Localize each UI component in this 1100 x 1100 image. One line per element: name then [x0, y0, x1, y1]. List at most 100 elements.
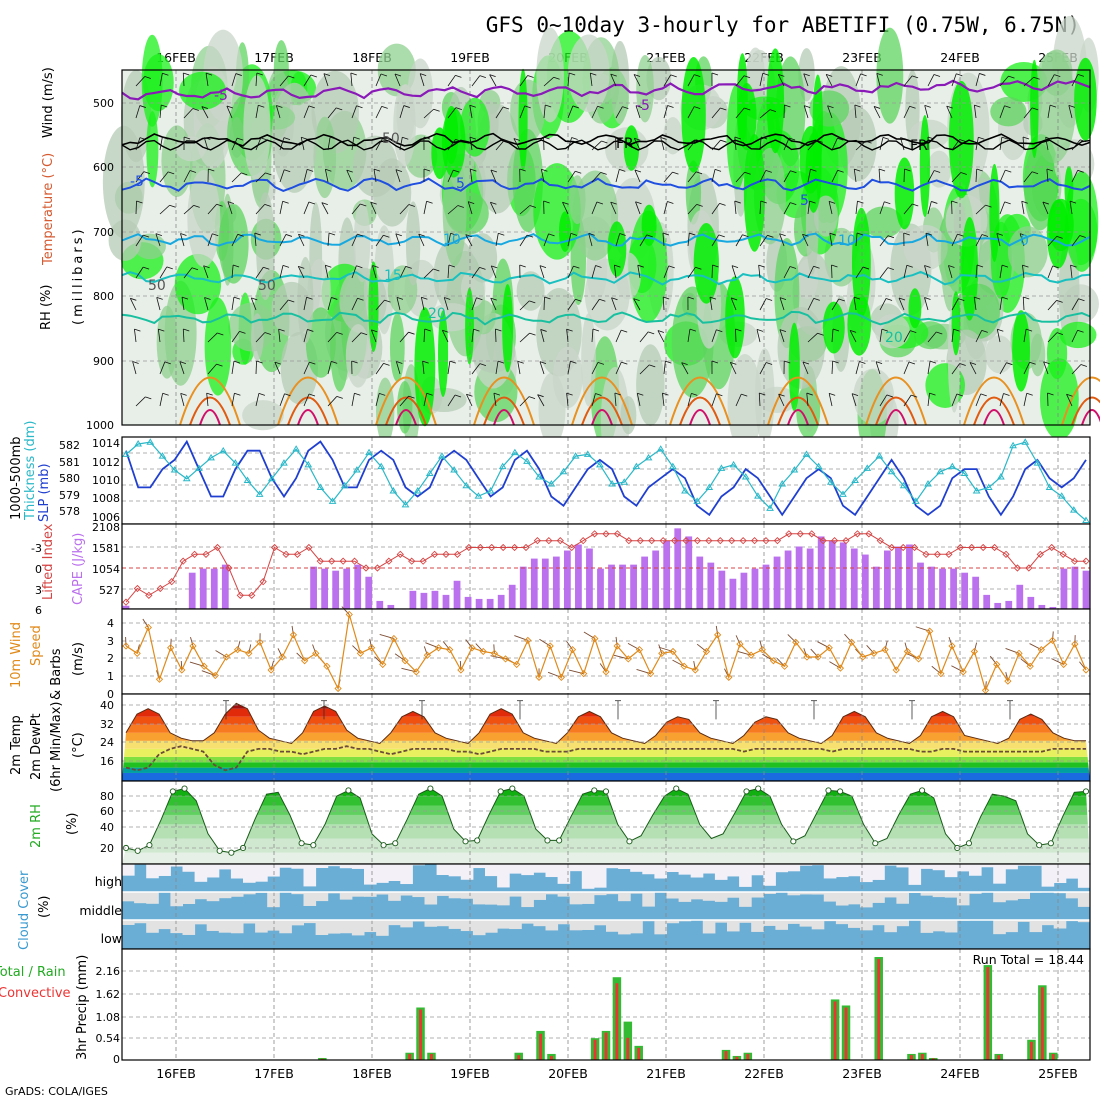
wind-barb — [882, 136, 890, 140]
wind-barb — [575, 298, 582, 302]
wind-barb — [497, 360, 505, 364]
wind-barb — [206, 392, 213, 396]
lifted-index-point — [773, 537, 782, 545]
wind-barb — [610, 201, 617, 215]
temperature-contour — [121, 177, 1091, 192]
wind-barb — [898, 297, 905, 311]
cloud-clear — [497, 920, 510, 929]
cloud-clear — [400, 864, 413, 885]
wind-barb — [258, 392, 266, 396]
wind-barb — [1023, 329, 1027, 343]
wind-barb — [169, 204, 176, 208]
wind-barb — [426, 392, 433, 396]
warm-contour — [1081, 409, 1100, 426]
wind-barb — [735, 75, 745, 87]
wind-barb — [711, 234, 720, 247]
wind-barb — [353, 136, 360, 140]
wind-barb — [1022, 264, 1029, 268]
rh-shading — [243, 75, 271, 181]
wind-barb — [975, 234, 983, 247]
svg-text:1000-500mb: 1000-500mb — [9, 436, 24, 520]
wind-barb — [759, 170, 767, 183]
precip-convective-bar — [604, 1032, 608, 1060]
cloud-clear — [351, 864, 365, 869]
wind-barb — [927, 361, 931, 375]
wind-barb — [426, 200, 433, 204]
lifted-index-point — [910, 543, 919, 552]
wind-barb — [351, 137, 355, 151]
wind-barb — [802, 234, 809, 247]
wind-barb — [373, 168, 381, 172]
rh-high-shading — [894, 157, 915, 230]
wind-barb — [469, 104, 476, 108]
svg-text:1.62: 1.62 — [96, 988, 121, 1001]
precip-panel — [121, 948, 1091, 1061]
wind-barb — [331, 297, 338, 300]
wind-speed-point — [1037, 646, 1045, 654]
rh-shading — [305, 307, 336, 378]
wind-speed-point — [993, 660, 1001, 669]
wind-barb — [1043, 361, 1049, 375]
wind-barb — [936, 331, 943, 335]
cloud-clear — [860, 920, 873, 931]
lifted-index-point — [442, 550, 450, 558]
wind-barb — [951, 172, 962, 183]
wind-barb — [951, 298, 959, 311]
wind-barb — [142, 234, 150, 238]
cloud-clear — [1029, 920, 1043, 933]
temp-band — [122, 767, 1090, 773]
wind-barb — [802, 233, 809, 237]
thickness-point — [425, 469, 434, 477]
cloud-clear — [666, 864, 680, 873]
run-total-text: Run Total = 18.44 — [973, 952, 1084, 967]
wind-barb — [1008, 75, 1015, 79]
thickness-slp-panel — [121, 436, 1091, 525]
svg-text:Lifted Index: Lifted Index — [41, 523, 56, 600]
wind-barb — [279, 265, 284, 279]
cloud-clear — [981, 864, 994, 868]
rh-shading — [853, 368, 895, 425]
thickness-point — [997, 473, 1005, 480]
cloud-clear — [557, 920, 571, 925]
wind-barb — [765, 169, 772, 173]
wind-barb — [379, 393, 386, 396]
cape-bar — [784, 550, 792, 609]
lifted-index-point — [796, 530, 804, 538]
thickness-point — [681, 486, 689, 494]
wind-barb — [591, 172, 601, 183]
wind-barb — [301, 136, 308, 140]
cloud-clear — [364, 864, 377, 885]
svg-text:-3: -3 — [31, 542, 42, 555]
wind-barb — [279, 201, 284, 215]
lifted-index-point — [819, 537, 827, 545]
cape-lifted-index-panel — [121, 523, 1091, 610]
cloud-clear — [146, 892, 159, 904]
wind-barb — [519, 168, 526, 172]
cloud-clear — [835, 892, 849, 906]
cloud-clear — [702, 892, 716, 901]
wind-barb — [658, 644, 663, 654]
contour-label: 50 — [148, 278, 166, 294]
lifted-index-point — [156, 584, 164, 593]
wind-barb — [517, 360, 524, 364]
wind-barb — [777, 74, 785, 87]
wind-barb — [778, 394, 785, 407]
cloud-clear — [666, 892, 680, 899]
wind-barb — [996, 233, 1001, 247]
wind-barb — [537, 394, 545, 407]
wind-barb — [255, 332, 266, 343]
wind-barb — [875, 361, 883, 364]
svg-text:1014: 1014 — [92, 437, 120, 450]
wind-barb — [759, 235, 768, 247]
rh-point — [462, 838, 469, 845]
wind-barb — [657, 330, 665, 333]
wind-barb — [351, 233, 358, 247]
wind-barb — [183, 328, 190, 332]
precip-convective-bar — [637, 1047, 641, 1060]
thickness-point — [936, 467, 945, 475]
wind-barb — [231, 297, 235, 311]
thickness-point — [632, 462, 641, 470]
cloud-clear — [593, 892, 607, 896]
wind-barb — [783, 170, 791, 183]
wind-barb — [231, 137, 238, 151]
